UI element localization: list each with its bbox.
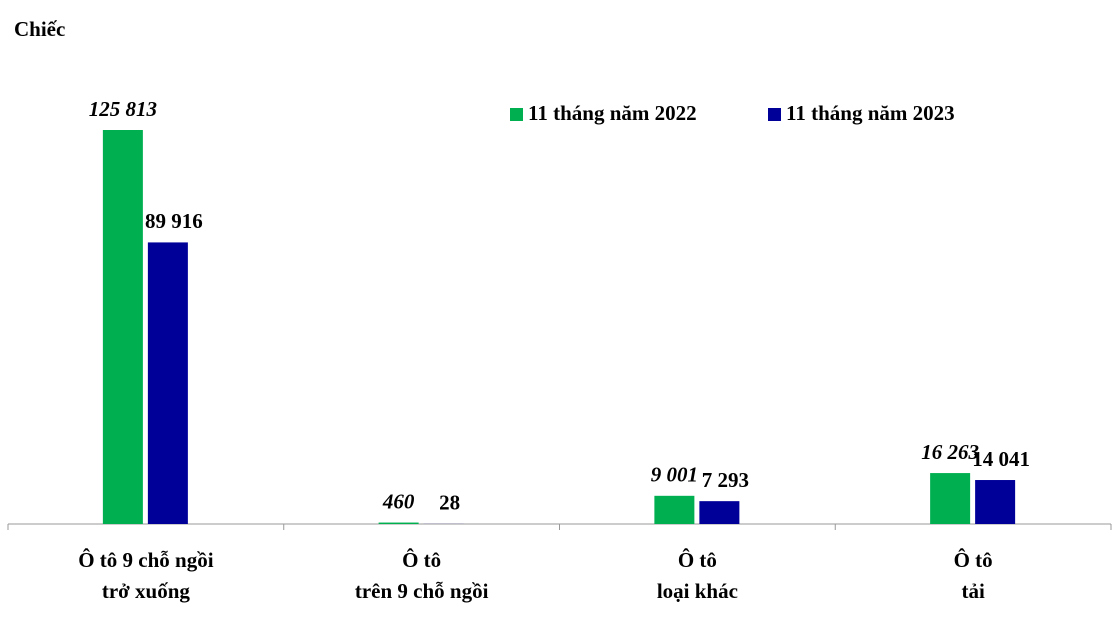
value-label: 125 813 bbox=[89, 97, 157, 121]
legend-label: 11 tháng năm 2023 bbox=[786, 101, 955, 125]
x-tick-label: trở xuống bbox=[102, 579, 191, 603]
value-label: 7 293 bbox=[702, 468, 749, 492]
x-tick-label: Ô tô bbox=[678, 548, 717, 572]
value-label: 460 bbox=[382, 489, 415, 513]
value-label: 28 bbox=[439, 491, 460, 515]
x-tick-label: tải bbox=[961, 579, 984, 603]
x-tick-label: trên 9 chỗ ngồi bbox=[355, 579, 489, 603]
value-label: 16 263 bbox=[921, 440, 979, 464]
x-tick-label: Ô tô 9 chỗ ngồi bbox=[78, 548, 214, 572]
legend-label: 11 tháng năm 2022 bbox=[528, 101, 697, 125]
bar bbox=[654, 495, 695, 524]
bar bbox=[147, 242, 188, 524]
bar bbox=[102, 130, 143, 524]
value-label: 9 001 bbox=[651, 463, 698, 487]
chart-title: Chiếc bbox=[14, 17, 65, 41]
bar bbox=[378, 522, 419, 524]
bar bbox=[975, 480, 1016, 524]
value-label: 89 916 bbox=[145, 209, 203, 233]
bar bbox=[930, 473, 971, 524]
bar bbox=[699, 501, 740, 524]
x-tick-label: Ô tô bbox=[402, 548, 441, 572]
value-label: 14 041 bbox=[972, 447, 1030, 471]
legend-swatch bbox=[768, 108, 781, 121]
x-tick-label: loại khác bbox=[657, 579, 738, 603]
legend-swatch bbox=[510, 108, 523, 121]
x-tick-label: Ô tô bbox=[954, 548, 993, 572]
